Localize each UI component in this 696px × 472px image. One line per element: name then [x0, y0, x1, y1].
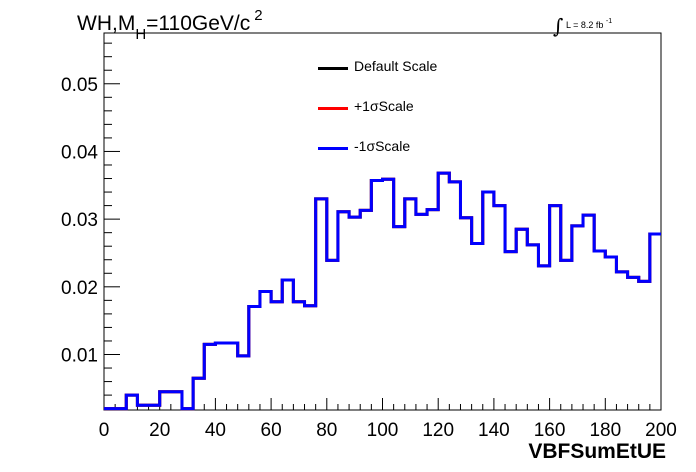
y-tick-label: 0.05: [61, 75, 98, 96]
title-superscript: 2: [254, 7, 263, 24]
x-tick-label: 100: [367, 420, 399, 441]
x-tick-label: 80: [316, 420, 337, 441]
x-tick-label: 60: [261, 420, 282, 441]
x-tick-label: 200: [645, 420, 677, 441]
title-main: WH,M: [77, 12, 136, 35]
title-rest: =110GeV/c: [146, 12, 251, 35]
legend-swatch-plus1sigma: [318, 107, 348, 110]
x-tick-label: 0: [99, 420, 110, 441]
series-layer: [104, 171, 661, 411]
legend-label-plus1sigma: +1σScale: [354, 98, 414, 114]
x-axis-label: VBFSumEtUE: [528, 440, 666, 463]
y-tick-label: 0.02: [61, 278, 98, 299]
x-tick-label: 180: [589, 420, 621, 441]
series-minus1sigma-line: [104, 171, 661, 411]
x-tick-label: 160: [534, 420, 566, 441]
chart-title: WH,MH=110GeV/c 2: [77, 7, 263, 43]
integral-symbol: ∫: [553, 14, 564, 38]
legend-swatch-default: [318, 67, 348, 70]
legend-label-minus1sigma: -1σScale: [354, 138, 411, 154]
y-tick-label: 0.04: [61, 142, 98, 163]
y-tick-label: 0.03: [61, 210, 98, 231]
x-tick-label: 20: [149, 420, 170, 441]
legend-label-default: Default Scale: [354, 58, 438, 74]
luminosity-text: L = 8.2 fb: [565, 20, 604, 30]
x-tick-label: 120: [422, 420, 454, 441]
x-tick-label: 40: [205, 420, 226, 441]
legend-swatch-minus1sigma: [318, 147, 348, 150]
axis-ticks: 0 20 40 60 80 100 120 140 160 180 200 0.01 0.02 0.03 0…: [61, 42, 677, 441]
title-subscript: H: [135, 26, 147, 43]
plot-frame: [103, 32, 662, 411]
y-tick-label: 0.01: [61, 345, 98, 366]
luminosity-superscript: -1: [605, 18, 613, 25]
luminosity-label: ∫ L = 8.2 fb -1: [553, 14, 612, 38]
series-plus1sigma-line: [104, 171, 661, 411]
x-tick-label: 140: [478, 420, 510, 441]
series-default-line: [104, 171, 661, 411]
